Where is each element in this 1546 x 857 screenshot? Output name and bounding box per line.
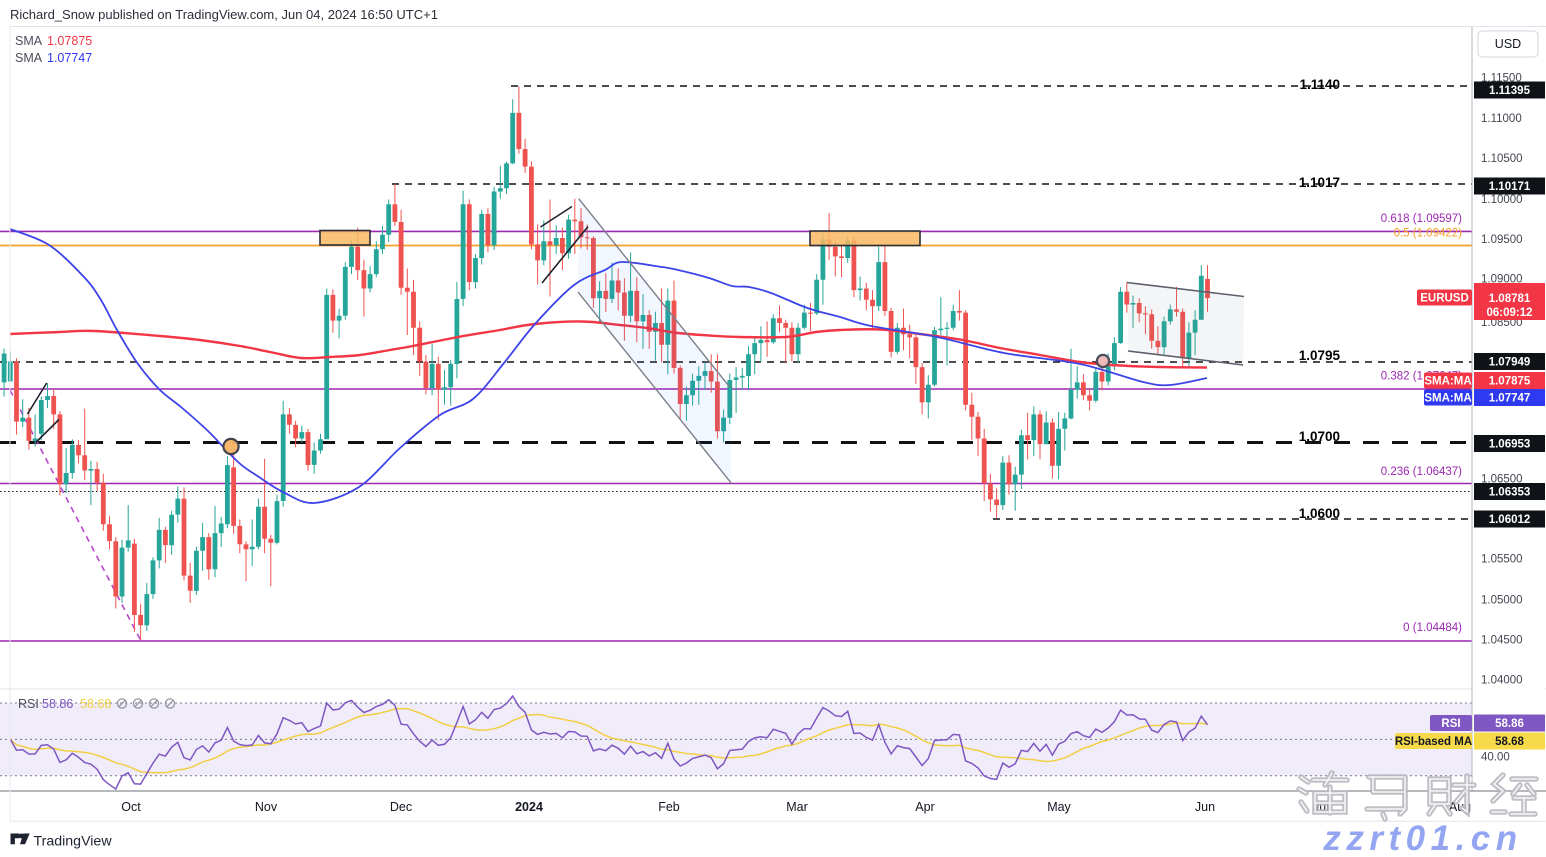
svg-text:1.0795: 1.0795 <box>1299 348 1341 363</box>
svg-text:1.07949: 1.07949 <box>1489 357 1531 369</box>
svg-text:1.1017: 1.1017 <box>1299 175 1340 190</box>
svg-text:0 (1.04484): 0 (1.04484) <box>1403 622 1462 634</box>
svg-text:1.06353: 1.06353 <box>1489 487 1531 499</box>
svg-text:Richard_Snow published on Trad: Richard_Snow published on TradingView.co… <box>10 7 438 22</box>
svg-text:1.07747: 1.07747 <box>1489 393 1531 405</box>
svg-text:1.07747: 1.07747 <box>47 51 92 65</box>
svg-text:1.04500: 1.04500 <box>1481 634 1523 646</box>
svg-text:zzrt01.cn: zzrt01.cn <box>1322 819 1522 857</box>
svg-text:58.68: 58.68 <box>1495 736 1524 748</box>
svg-text:0.236 (1.06437): 0.236 (1.06437) <box>1381 466 1462 478</box>
svg-text:58.86: 58.86 <box>42 697 73 711</box>
svg-text:1.0600: 1.0600 <box>1299 506 1340 521</box>
svg-text:2024: 2024 <box>515 800 543 814</box>
svg-text:May: May <box>1047 800 1071 814</box>
svg-text:SMA: SMA <box>15 51 43 65</box>
svg-text:1.10171: 1.10171 <box>1489 181 1531 193</box>
svg-text:1.09500: 1.09500 <box>1481 234 1523 246</box>
svg-text:SMA: SMA <box>15 34 43 48</box>
svg-text:1.06953: 1.06953 <box>1489 439 1531 451</box>
svg-text:58.86: 58.86 <box>1495 718 1524 730</box>
svg-text:1.07875: 1.07875 <box>47 34 92 48</box>
svg-text:Apr: Apr <box>915 800 934 814</box>
svg-text:RSI-based MA: RSI-based MA <box>1395 736 1472 748</box>
svg-text:1.09000: 1.09000 <box>1481 273 1523 285</box>
svg-text:RSI: RSI <box>1441 718 1460 730</box>
svg-text:EURUSD: EURUSD <box>1420 293 1469 305</box>
svg-text:1.05000: 1.05000 <box>1481 594 1523 606</box>
svg-text:1.1140: 1.1140 <box>1299 77 1340 92</box>
svg-text:1.11395: 1.11395 <box>1489 85 1531 97</box>
svg-text:1.0700: 1.0700 <box>1299 429 1340 444</box>
svg-text:1.04000: 1.04000 <box>1481 675 1523 687</box>
svg-text:Nov: Nov <box>255 800 278 814</box>
svg-text:1.05500: 1.05500 <box>1481 554 1523 566</box>
svg-text:1.06500: 1.06500 <box>1481 474 1523 486</box>
svg-text:USD: USD <box>1495 37 1521 51</box>
svg-text:1.08781: 1.08781 <box>1489 293 1531 305</box>
svg-text:Feb: Feb <box>658 800 680 814</box>
svg-text:Jun: Jun <box>1195 800 1215 814</box>
svg-text:1.07875: 1.07875 <box>1489 376 1531 388</box>
svg-text:1.11000: 1.11000 <box>1481 113 1522 125</box>
svg-text:Oct: Oct <box>121 800 141 814</box>
svg-text:Mar: Mar <box>786 800 808 814</box>
svg-text:SMA:MA: SMA:MA <box>1424 393 1471 405</box>
svg-text:1.10500: 1.10500 <box>1481 153 1523 165</box>
svg-text:1.10000: 1.10000 <box>1481 194 1523 206</box>
svg-text:Dec: Dec <box>390 800 412 814</box>
svg-text:0.618 (1.09597): 0.618 (1.09597) <box>1381 213 1462 225</box>
svg-text:0.5 (1.09422): 0.5 (1.09422) <box>1394 228 1463 240</box>
svg-text:TradingView: TradingView <box>34 834 113 850</box>
svg-text:58.68: 58.68 <box>80 697 111 711</box>
svg-text:40.00: 40.00 <box>1481 752 1510 764</box>
svg-text:SMA:MA: SMA:MA <box>1424 376 1471 388</box>
svg-text:06:09:12: 06:09:12 <box>1486 307 1532 319</box>
svg-text:1.06012: 1.06012 <box>1489 514 1531 526</box>
svg-text:RSI: RSI <box>18 697 39 711</box>
